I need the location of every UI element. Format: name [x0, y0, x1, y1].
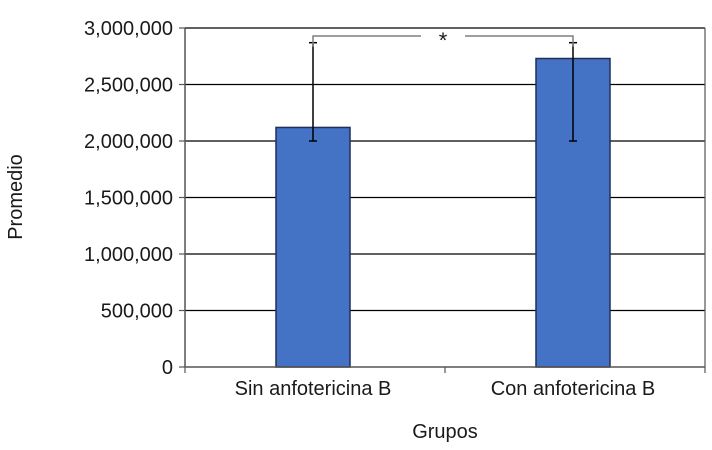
axes: [179, 27, 706, 373]
y-tick-label: 500,000: [101, 301, 173, 323]
y-axis-title: Promedio: [5, 154, 27, 240]
x-category-labels: Sin anfotericina B Con anfotericina B: [235, 378, 656, 400]
y-tick-label: 1,500,000: [84, 188, 173, 210]
significance-marker: *: [439, 28, 448, 53]
y-tick-label: 2,000,000: [84, 131, 173, 153]
y-tick-label: 2,500,000: [84, 75, 173, 97]
significance-bracket-left: [312, 35, 421, 47]
significance-bracket-right: [465, 35, 574, 47]
bars: [275, 57, 611, 368]
bar-1: [275, 126, 351, 368]
grid-lines: [185, 27, 705, 312]
significance-bracket: *: [312, 28, 574, 53]
x-axis-title: Grupos: [412, 421, 478, 443]
y-tick-label: 0: [162, 357, 173, 379]
x-category-label: Con anfotericina B: [491, 378, 656, 400]
error-bars: [309, 41, 577, 142]
y-tick-label: 3,000,000: [84, 18, 173, 40]
y-tick-labels: 0 500,000 1,000,000 1,500,000 2,000,000 2,500…: [84, 18, 173, 379]
x-category-label: Sin anfotericina B: [235, 378, 392, 400]
y-tick-label: 1,000,000: [84, 244, 173, 266]
